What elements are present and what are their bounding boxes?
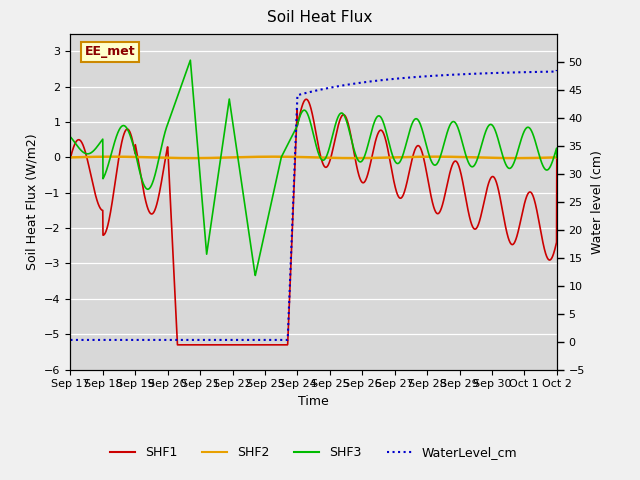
SHF1 (553, 155, 561, 160)
SHF2 (540, 155, 547, 161)
WaterLevel_cm (553, 67, 561, 73)
SHF3 (303, 111, 311, 117)
Legend: SHF1, SHF2, SHF3, WaterLevel_cm: SHF1, SHF2, SHF3, WaterLevel_cm (105, 441, 522, 464)
SHF2 (553, 155, 561, 160)
SHF3 (186, 57, 194, 63)
SHF1 (302, 96, 310, 102)
SHF1 (173, 342, 181, 348)
SHF3 (291, 128, 298, 134)
WaterLevel_cm (92, 337, 99, 343)
SHF3 (67, 134, 74, 140)
Y-axis label: Soil Heat Flux (W/m2): Soil Heat Flux (W/m2) (26, 133, 38, 270)
WaterLevel_cm (539, 69, 547, 75)
SHF1 (291, 179, 298, 185)
SHF1 (450, 159, 458, 165)
SHF2 (450, 154, 458, 160)
Line: SHF3: SHF3 (70, 60, 557, 276)
Text: Soil Heat Flux: Soil Heat Flux (268, 10, 372, 24)
Y-axis label: Water level (cm): Water level (cm) (591, 150, 604, 253)
SHF1 (539, 240, 547, 245)
SHF2 (303, 155, 311, 160)
SHF2 (269, 154, 277, 159)
X-axis label: Time: Time (298, 395, 329, 408)
SHF2 (67, 155, 74, 160)
SHF3 (92, 146, 99, 152)
SHF2 (539, 155, 547, 161)
SHF2 (291, 154, 298, 160)
WaterLevel_cm (67, 337, 74, 343)
Line: SHF2: SHF2 (70, 156, 557, 158)
SHF1 (67, 155, 74, 161)
SHF1 (303, 97, 311, 103)
SHF2 (92, 154, 99, 160)
WaterLevel_cm (449, 72, 457, 78)
SHF1 (92, 191, 99, 197)
Line: SHF1: SHF1 (70, 99, 557, 345)
WaterLevel_cm (290, 176, 298, 182)
SHF3 (450, 119, 458, 124)
Line: WaterLevel_cm: WaterLevel_cm (70, 70, 557, 340)
SHF3 (539, 163, 547, 168)
Text: EE_met: EE_met (85, 46, 136, 59)
SHF3 (540, 163, 547, 169)
WaterLevel_cm (303, 90, 311, 96)
SHF1 (540, 241, 547, 247)
WaterLevel_cm (539, 69, 547, 75)
SHF2 (350, 155, 358, 161)
SHF3 (553, 155, 561, 160)
SHF3 (252, 273, 259, 278)
